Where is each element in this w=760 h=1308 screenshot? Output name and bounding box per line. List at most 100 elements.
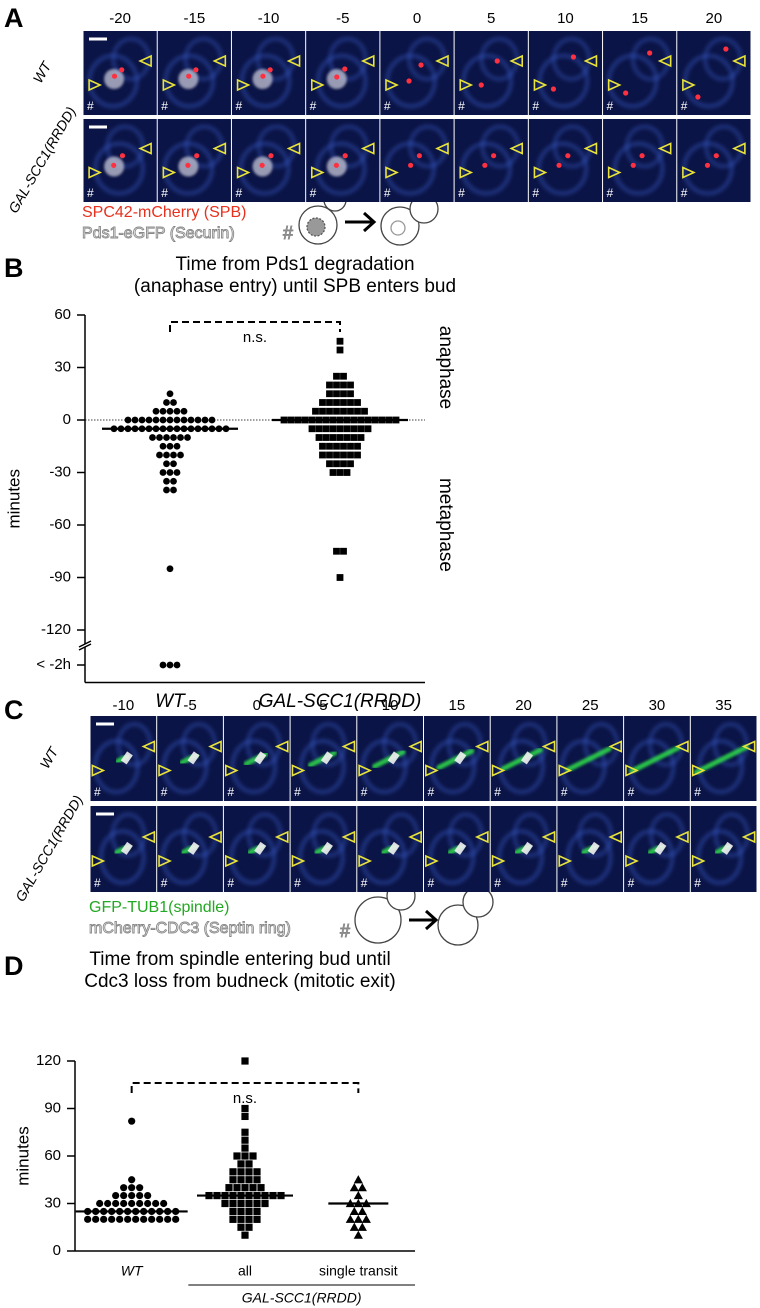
- arrowhead: [741, 740, 756, 753]
- image-frame: #: [557, 806, 624, 892]
- frame-marker: #: [235, 186, 242, 200]
- frame-marker: #: [532, 99, 539, 113]
- data-point: [166, 661, 174, 669]
- data-point: [349, 1222, 359, 1231]
- y-tick-label: 30: [44, 1194, 61, 1211]
- data-point: [347, 390, 354, 398]
- panel-label: D: [4, 951, 24, 981]
- time-label: 0: [253, 697, 261, 714]
- time-label: 15: [449, 697, 466, 714]
- data-point: [333, 390, 340, 398]
- data-point: [159, 661, 167, 669]
- chart-title: Cdc3 loss from budneck (mitotic exit): [84, 971, 396, 992]
- data-point: [237, 1176, 245, 1184]
- image-frame: #: [603, 31, 677, 115]
- cell-outline: [93, 142, 145, 195]
- data-point: [170, 399, 177, 406]
- arrowhead: [91, 764, 106, 777]
- data-point: [319, 442, 326, 450]
- data-point: [159, 469, 167, 476]
- data-point: [357, 434, 365, 441]
- image-frame: #: [380, 119, 454, 202]
- data-point: [163, 460, 170, 468]
- arrowhead: [385, 166, 399, 179]
- y-tick-label: -30: [49, 463, 71, 480]
- frame-marker: #: [161, 99, 168, 113]
- data-point: [326, 407, 333, 415]
- data-point: [350, 425, 358, 433]
- arrowhead: [224, 854, 239, 868]
- time-label: 5: [487, 10, 495, 27]
- arrowhead: [607, 78, 622, 92]
- frame-marker: #: [161, 785, 168, 799]
- time-label: 35: [715, 697, 732, 714]
- data-point: [245, 1160, 253, 1168]
- data-point: [350, 434, 358, 441]
- time-label: 5: [319, 697, 327, 714]
- data-point: [347, 407, 354, 415]
- spb: [713, 153, 719, 159]
- data-point: [128, 1191, 136, 1200]
- data-point: [349, 1183, 359, 1192]
- y-tick-label: -120: [41, 621, 71, 638]
- cell-outline: [703, 37, 743, 81]
- data-point: [229, 1168, 237, 1176]
- arrowhead: [291, 854, 306, 868]
- group-label: GAL-SCC1(RRDD): [242, 1290, 362, 1306]
- data-point: [120, 1191, 128, 1200]
- image-frame: #: [490, 716, 557, 801]
- cell-outline: [240, 54, 291, 108]
- legend-text: SPC42-mCherry (SPB): [82, 204, 246, 221]
- data-point: [333, 372, 340, 380]
- data-point: [96, 1199, 104, 1208]
- cell-outline: [315, 142, 367, 195]
- data-point: [170, 486, 177, 494]
- spb: [119, 67, 125, 73]
- data-point: [326, 381, 333, 389]
- data-point: [136, 1199, 144, 1208]
- arrowhead: [212, 54, 227, 68]
- arrowhead: [625, 764, 639, 777]
- spb: [478, 82, 484, 88]
- arrowhead: [224, 764, 239, 777]
- data-point: [145, 416, 153, 424]
- frame-marker: #: [458, 99, 465, 113]
- data-point: [326, 451, 333, 459]
- image-frame: #: [677, 119, 751, 202]
- data-point: [136, 1191, 144, 1200]
- spb: [482, 162, 488, 168]
- spb: [267, 67, 273, 73]
- frame-bg: [677, 31, 751, 115]
- data-point: [156, 451, 163, 459]
- data-point: [225, 1184, 233, 1192]
- cell-outline: [537, 142, 588, 195]
- signal: [178, 69, 199, 89]
- spb: [268, 153, 274, 159]
- frame-marker: #: [532, 186, 539, 200]
- arrowhead: [558, 764, 573, 777]
- data-point: [261, 1199, 269, 1208]
- x-tick-label: WT: [121, 1263, 144, 1279]
- time-label: 30: [649, 697, 666, 714]
- spb: [111, 162, 117, 168]
- signal: [104, 69, 125, 89]
- cell-outline: [696, 829, 743, 885]
- time-label: 20: [515, 697, 532, 714]
- cell-outline: [631, 37, 670, 81]
- image-frame: #: [557, 716, 624, 801]
- image-frame: #: [157, 806, 223, 892]
- arrowhead: [425, 764, 439, 777]
- row-label: WT: [37, 743, 62, 771]
- arrowhead: [408, 830, 422, 844]
- significance-bracket: [130, 1082, 360, 1093]
- y-tick-label: 60: [44, 1147, 61, 1164]
- data-point: [326, 442, 333, 450]
- data-point: [166, 390, 174, 398]
- panel-label: B: [4, 253, 24, 283]
- data-point: [170, 451, 177, 459]
- data-point: [345, 1214, 355, 1223]
- data-point: [144, 1191, 152, 1200]
- panel-label: C: [4, 695, 24, 725]
- y-tick-label: -90: [49, 568, 71, 585]
- data-point: [177, 434, 184, 441]
